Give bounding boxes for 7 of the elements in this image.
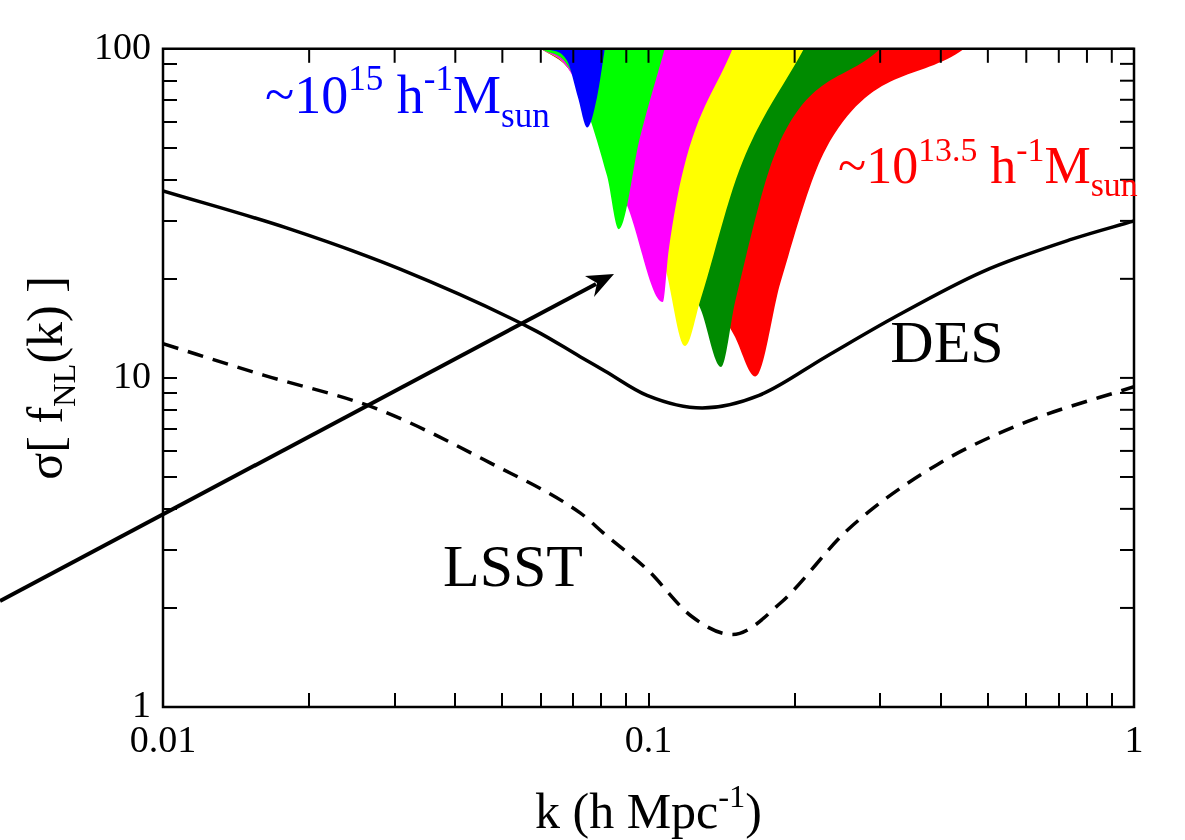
y-tick-label: 100 — [94, 24, 151, 67]
x-tick-label: 1 — [1124, 717, 1144, 760]
annotation: LSST — [442, 533, 584, 599]
y-axis-title: σ[ fNL(k) ] — [17, 276, 82, 480]
y-tick-label: 10 — [113, 353, 151, 396]
annotation: DES — [890, 309, 1004, 375]
x-tick-label: 0.1 — [624, 717, 673, 760]
